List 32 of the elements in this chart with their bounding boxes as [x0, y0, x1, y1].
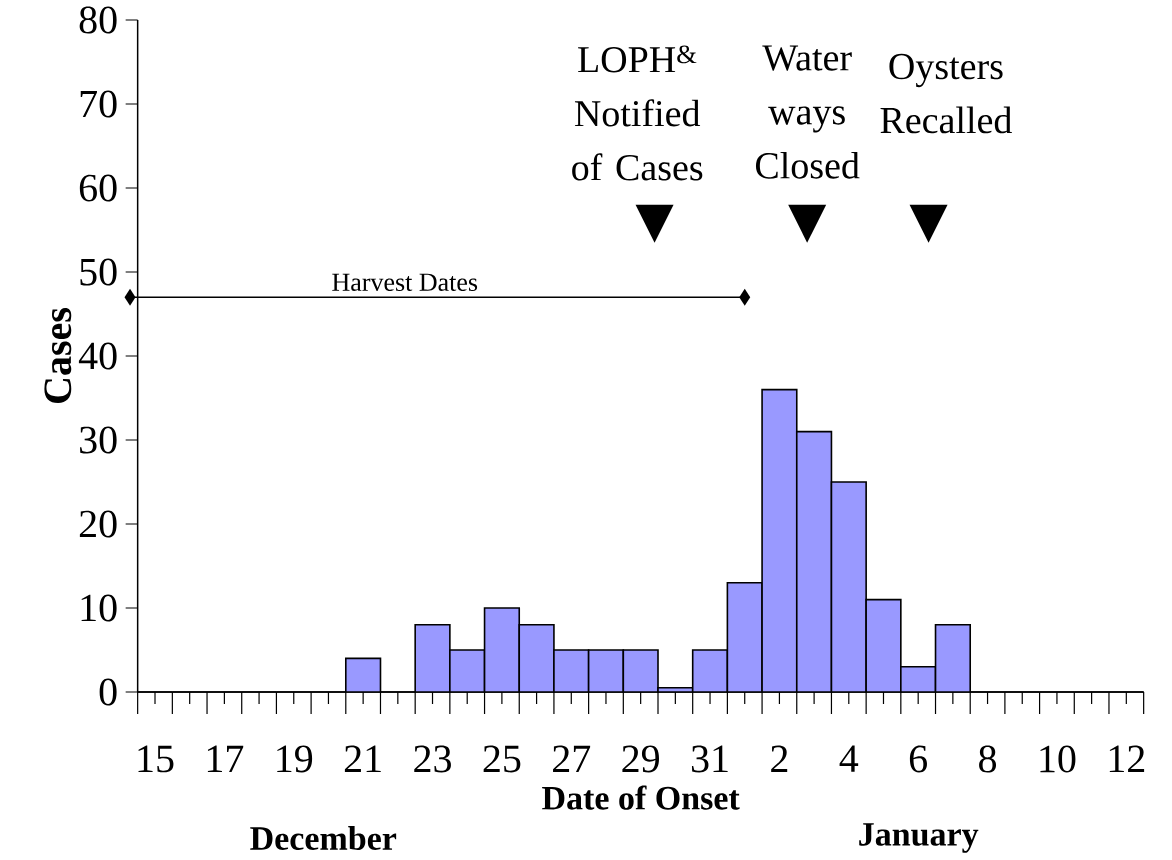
x-tick-label: 29 — [622, 745, 660, 773]
x-tick-label: 10 — [1040, 745, 1076, 773]
x-tick-label: 8 — [979, 745, 997, 773]
y-tick-label: 50 — [80, 258, 117, 286]
annotation: Water ways Closed — [755, 45, 860, 179]
y-tick-label: 20 — [79, 510, 117, 538]
text: December — [250, 826, 397, 850]
x-tick-label: 19 — [277, 745, 313, 773]
y-axis-title: Cases — [44, 308, 72, 403]
y-tick-label: 40 — [78, 342, 117, 370]
annotation: Oysters Recalled — [880, 53, 1012, 134]
y-tick-label: 80 — [79, 6, 117, 34]
x-tick-label: 17 — [207, 745, 244, 772]
y-tick-label: 70 — [80, 90, 117, 118]
x-tick-label: 2 — [771, 745, 788, 773]
x-tick-label: 21 — [344, 745, 381, 773]
annotation: Harvest Dates — [332, 273, 478, 291]
text: January — [859, 823, 979, 853]
y-tick-label: 0 — [99, 678, 117, 706]
x-tick-label: 15 — [138, 745, 174, 773]
x-tick-label: 6 — [909, 745, 927, 773]
y-tick-label: 30 — [80, 426, 117, 454]
x-tick-label: 4 — [839, 745, 859, 772]
x-tick-label: 23 — [414, 745, 451, 773]
y-tick-label: 10 — [81, 594, 117, 622]
y-tick-label: 60 — [79, 174, 117, 202]
text: LOPH$^{&}$ Notified of Cases — [572, 45, 703, 181]
x-axis-title: Date of Onset — [542, 785, 740, 810]
x-tick-label: 12 — [1109, 745, 1145, 773]
x-tick-label: 27 — [553, 745, 591, 773]
x-tick-label: 25 — [483, 745, 521, 773]
x-tick-label: 31 — [691, 745, 728, 773]
